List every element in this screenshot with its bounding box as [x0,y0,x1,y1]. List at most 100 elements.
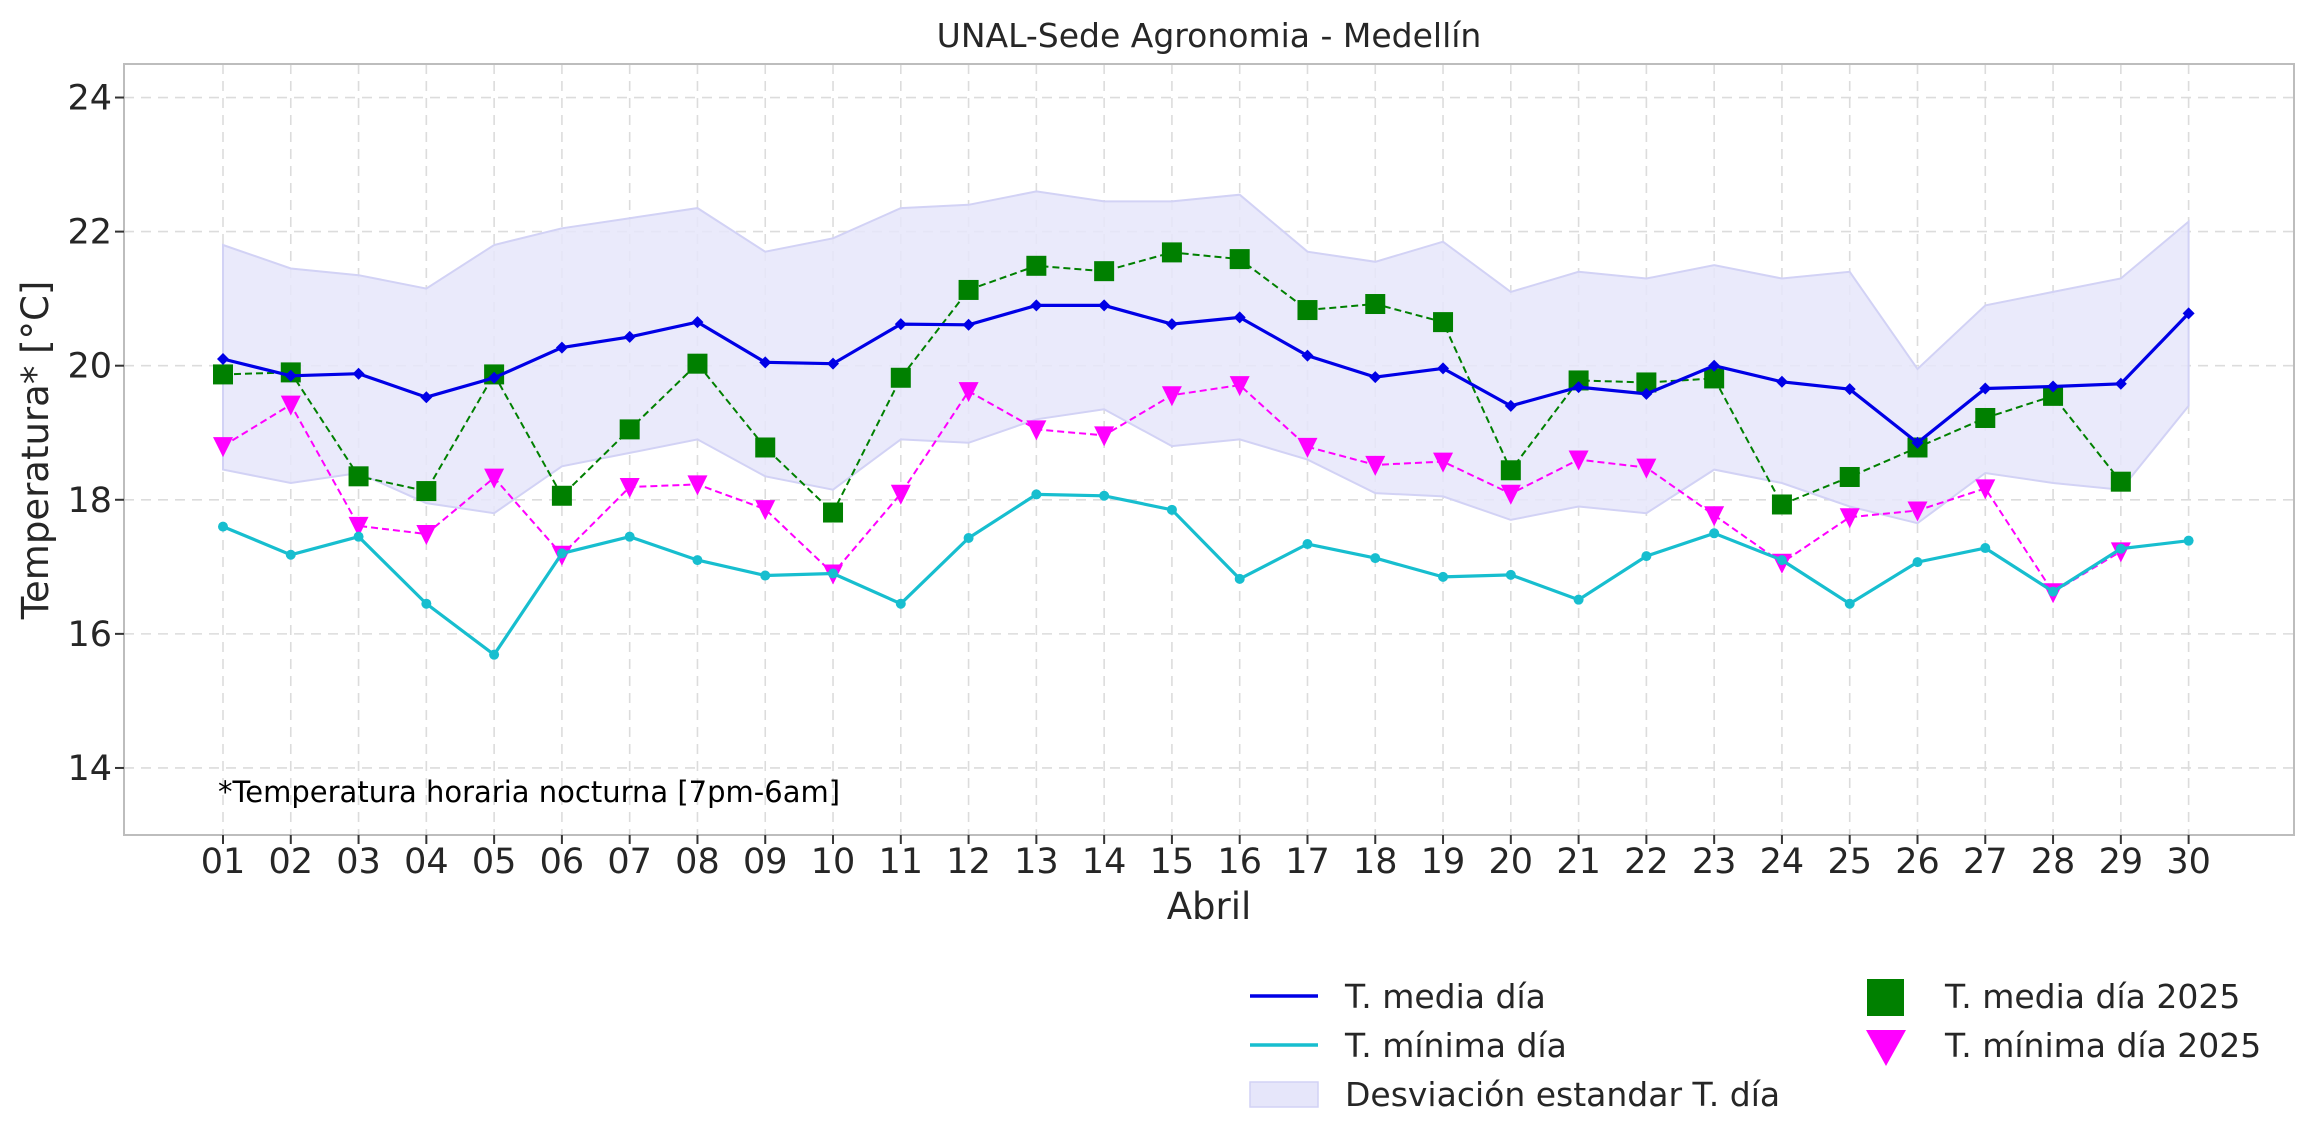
data-point [1843,383,1856,396]
data-point [1031,489,1042,500]
x-tick-label: 18 [1353,842,1398,882]
data-point [958,279,979,300]
data-point [1505,569,1516,580]
data-point [2115,543,2126,554]
data-point [1301,349,1314,362]
x-tick-label: 19 [1421,842,1466,882]
data-point [1911,436,1924,449]
data-point [760,570,771,581]
data-point [218,521,228,532]
data-point [488,371,501,384]
data-point [1975,407,1996,428]
data-point [1234,573,1245,584]
data-point [1771,494,1792,515]
data-point [280,395,301,416]
data-point [1776,555,1787,566]
data-point [1098,299,1111,312]
series-t-minima-dia [218,489,2194,660]
series-t-media-dia-2025 [213,242,2131,523]
data-point [2182,307,2195,320]
data-point [1500,484,1521,505]
series-line [222,303,2190,445]
x-tick-label: 30 [2166,842,2211,882]
data-point [213,437,233,458]
data-point [348,466,369,487]
data-point [1636,458,1657,479]
data-point [416,481,437,502]
data-point [759,356,772,369]
data-point [484,468,505,489]
data-point [416,524,437,545]
data-point [1433,312,1454,333]
data-point [1568,370,1589,391]
data-point [217,352,229,365]
data-point [755,437,776,458]
x-axis-label: Abril [1167,885,1252,928]
data-point [1704,368,1725,389]
x-tick-label: 07 [607,842,652,882]
data-point [489,649,500,660]
data-point [687,353,708,374]
data-point [1369,371,1382,384]
data-point [556,548,567,559]
data-point [1979,382,1992,395]
data-point [1094,261,1115,282]
data-point [894,318,907,331]
data-point [823,502,844,523]
data-point [1229,376,1250,397]
legend-label-minima-2025: T. mínima día 2025 [1944,1026,2261,1065]
y-tick-label: 24 [67,79,112,119]
data-point [1229,249,1250,270]
y-tick-label: 22 [67,213,112,253]
data-point [1709,528,1720,539]
data-point [1026,420,1047,441]
data-point [1708,359,1721,372]
data-point [1568,450,1589,471]
plot-frame [123,63,2295,836]
data-point [624,531,635,542]
series-t-minima-dia-2025 [213,376,2131,604]
data-point [1297,437,1318,458]
x-tick-label: 25 [1827,842,1872,882]
y-axis-label: Temperatura* [°C] [14,281,57,621]
data-point [1839,466,1860,487]
x-tick-label: 10 [811,842,856,882]
x-tick-label: 22 [1624,842,1669,882]
data-point [348,516,369,537]
data-point [890,484,911,505]
data-point [2047,380,2060,393]
series-t-media-dia [217,299,2195,449]
x-tick-label: 26 [1895,842,1940,882]
x-tick-label: 20 [1489,842,1534,882]
x-tick-label: 16 [1217,842,1262,882]
data-point [963,532,974,543]
chart-note: *Temperatura horaria nocturna [7pm-6am] [218,775,840,809]
legend: T. media día T. mínima día Desviación es… [1249,977,2261,1114]
data-point [692,555,703,566]
legend-swatch-band [1249,1081,1319,1108]
data-point [1912,557,1923,568]
legend-label-minima: T. mínima día [1344,1026,1567,1065]
data-point [958,382,979,403]
data-point [1641,551,1652,562]
data-point [1573,594,1584,605]
x-tick-label: 23 [1692,842,1737,882]
chart-title: UNAL-Sede Agronomia - Medellín [937,16,1482,55]
x-tick-label: 29 [2099,842,2144,882]
data-point [1302,539,1313,550]
x-tick-label: 08 [675,842,720,882]
data-point [1975,479,1996,500]
data-point [828,568,839,579]
data-point [1640,387,1653,400]
data-point [619,478,640,499]
data-point [1166,504,1177,515]
x-tick-label: 04 [404,842,449,882]
data-point [2183,535,2194,546]
data-point [890,367,911,388]
data-point [2048,586,2059,597]
data-point [1099,490,1110,501]
y-tick-label: 14 [67,749,112,789]
x-tick-label: 13 [1014,842,1059,882]
data-point [895,598,906,609]
